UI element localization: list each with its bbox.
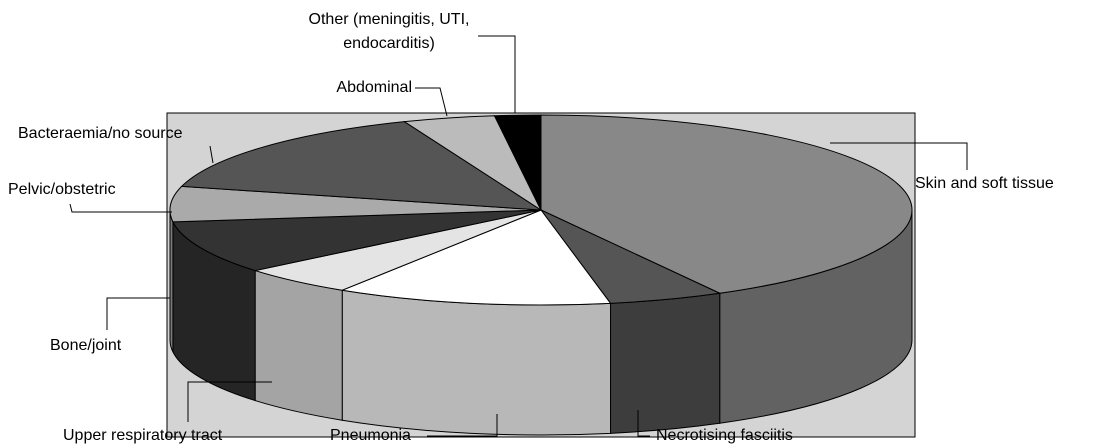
leader-line xyxy=(69,203,172,213)
slice-side xyxy=(610,292,721,434)
slice xyxy=(340,209,612,306)
leader-line xyxy=(478,35,516,113)
slice-label: Necrotising fasciitis xyxy=(656,427,793,444)
slice-label: Pelvic/obstetric xyxy=(8,181,116,198)
slice xyxy=(180,121,543,211)
pie xyxy=(169,114,913,436)
slice xyxy=(493,114,542,211)
slice xyxy=(169,185,542,223)
leader-line xyxy=(209,145,214,164)
slice-side xyxy=(341,289,612,436)
slice xyxy=(540,114,913,294)
leader-line xyxy=(830,142,968,170)
slice-label: Bacteraemia/no source xyxy=(18,125,183,142)
pie-top xyxy=(169,114,913,306)
leader-line xyxy=(637,410,650,437)
slice-label: Bone/joint xyxy=(50,337,122,354)
slice-label: Upper respiratory tract xyxy=(63,427,223,444)
slice-side xyxy=(169,209,174,353)
leader-line xyxy=(415,87,448,117)
slice-label: Other (meningitis, UTI, endocarditis) xyxy=(308,11,470,52)
leader-line xyxy=(427,414,498,437)
slice-label: Skin and soft tissue xyxy=(915,175,1054,192)
slice-label: Abdominal xyxy=(336,79,412,96)
leader-line xyxy=(187,381,272,422)
slice-label: Pneumonia xyxy=(330,427,411,444)
leader-line xyxy=(106,297,170,330)
slice-side xyxy=(254,269,343,421)
slice xyxy=(172,209,542,272)
